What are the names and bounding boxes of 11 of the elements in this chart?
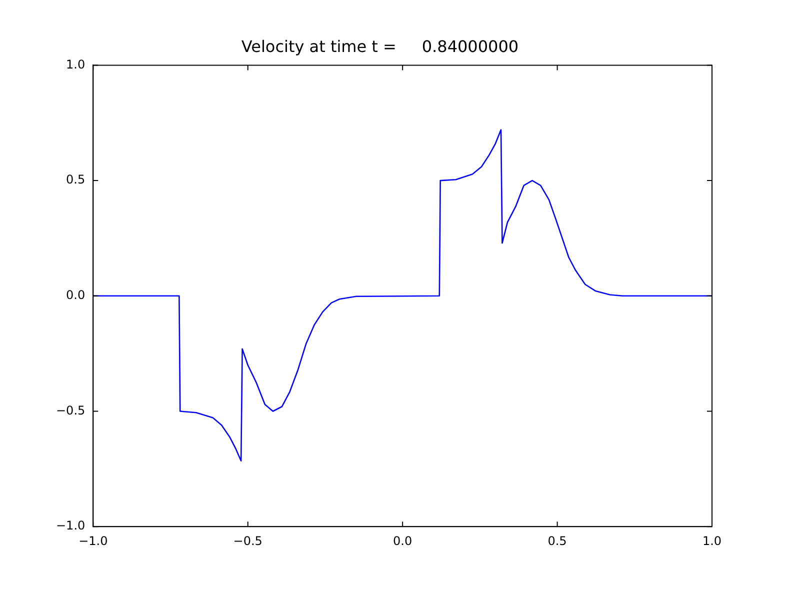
x-tick-label: −1.0	[78, 534, 108, 548]
x-tick-label: 0.5	[548, 534, 567, 548]
y-tick-label: −1.0	[56, 518, 86, 533]
chart-title: Velocity at time t = 0.84000000	[241, 36, 519, 56]
y-tick-label: 1.0	[66, 57, 86, 72]
x-tick-label: −0.5	[233, 534, 262, 548]
x-tick-label: 0.0	[393, 534, 412, 548]
y-tick-label: −0.5	[56, 403, 86, 418]
y-tick-label: 0.0	[66, 288, 86, 302]
x-tick-label: 1.0	[702, 534, 722, 548]
y-tick-label: 0.5	[66, 172, 86, 187]
